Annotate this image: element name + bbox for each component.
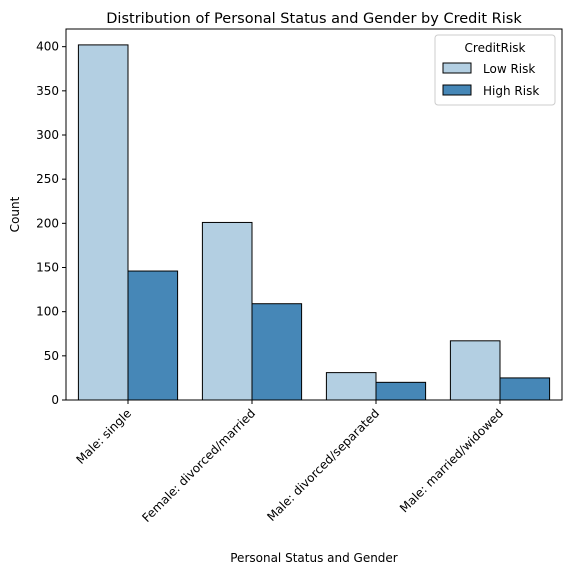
x-tick-label: Male: single [73, 406, 134, 467]
legend-label-low-risk: Low Risk [483, 62, 535, 76]
y-tick-label: 250 [36, 172, 59, 186]
y-axis-label: Count [8, 196, 22, 232]
legend: CreditRisk Low Risk High Risk [434, 34, 556, 106]
y-tick-label: 100 [36, 305, 59, 319]
y-tick-label: 200 [36, 216, 59, 230]
x-axis-label: Personal Status and Gender [230, 551, 398, 565]
plot-frame [65, 28, 563, 401]
y-axis: 0 50 100 150 200 250 300 350 400 [36, 40, 66, 407]
y-tick-label: 300 [36, 128, 59, 142]
y-tick-label: 50 [44, 349, 59, 363]
legend-swatch-low-risk [442, 62, 472, 74]
bar-high-risk-1 [251, 303, 303, 401]
x-tick-label: Female: divorced/married [139, 406, 258, 525]
x-axis: Male: single Female: divorced/married Male… [73, 400, 506, 525]
chart-title: Distribution of Personal Status and Gend… [106, 11, 522, 27]
y-tick-label: 150 [36, 261, 59, 275]
bar-high-risk-0 [127, 270, 179, 401]
bar-low-risk-0 [77, 44, 129, 401]
bar-low-risk-3 [449, 340, 501, 401]
bar-high-risk-3 [499, 377, 551, 401]
bar-high-risk-2 [375, 381, 427, 401]
y-tick-label: 350 [36, 84, 59, 98]
legend-title: CreditRisk [465, 41, 526, 55]
x-tick-label: Male: married/widowed [397, 406, 506, 515]
bars-layer [77, 44, 551, 401]
bar-low-risk-1 [201, 221, 253, 401]
y-tick-label: 400 [36, 40, 59, 54]
legend-label-high-risk: High Risk [483, 84, 539, 98]
x-tick-label: Male: divorced/separated [264, 406, 382, 524]
legend-swatch-high-risk [442, 84, 472, 96]
y-tick-label: 0 [51, 393, 59, 407]
bar-low-risk-2 [325, 372, 377, 401]
